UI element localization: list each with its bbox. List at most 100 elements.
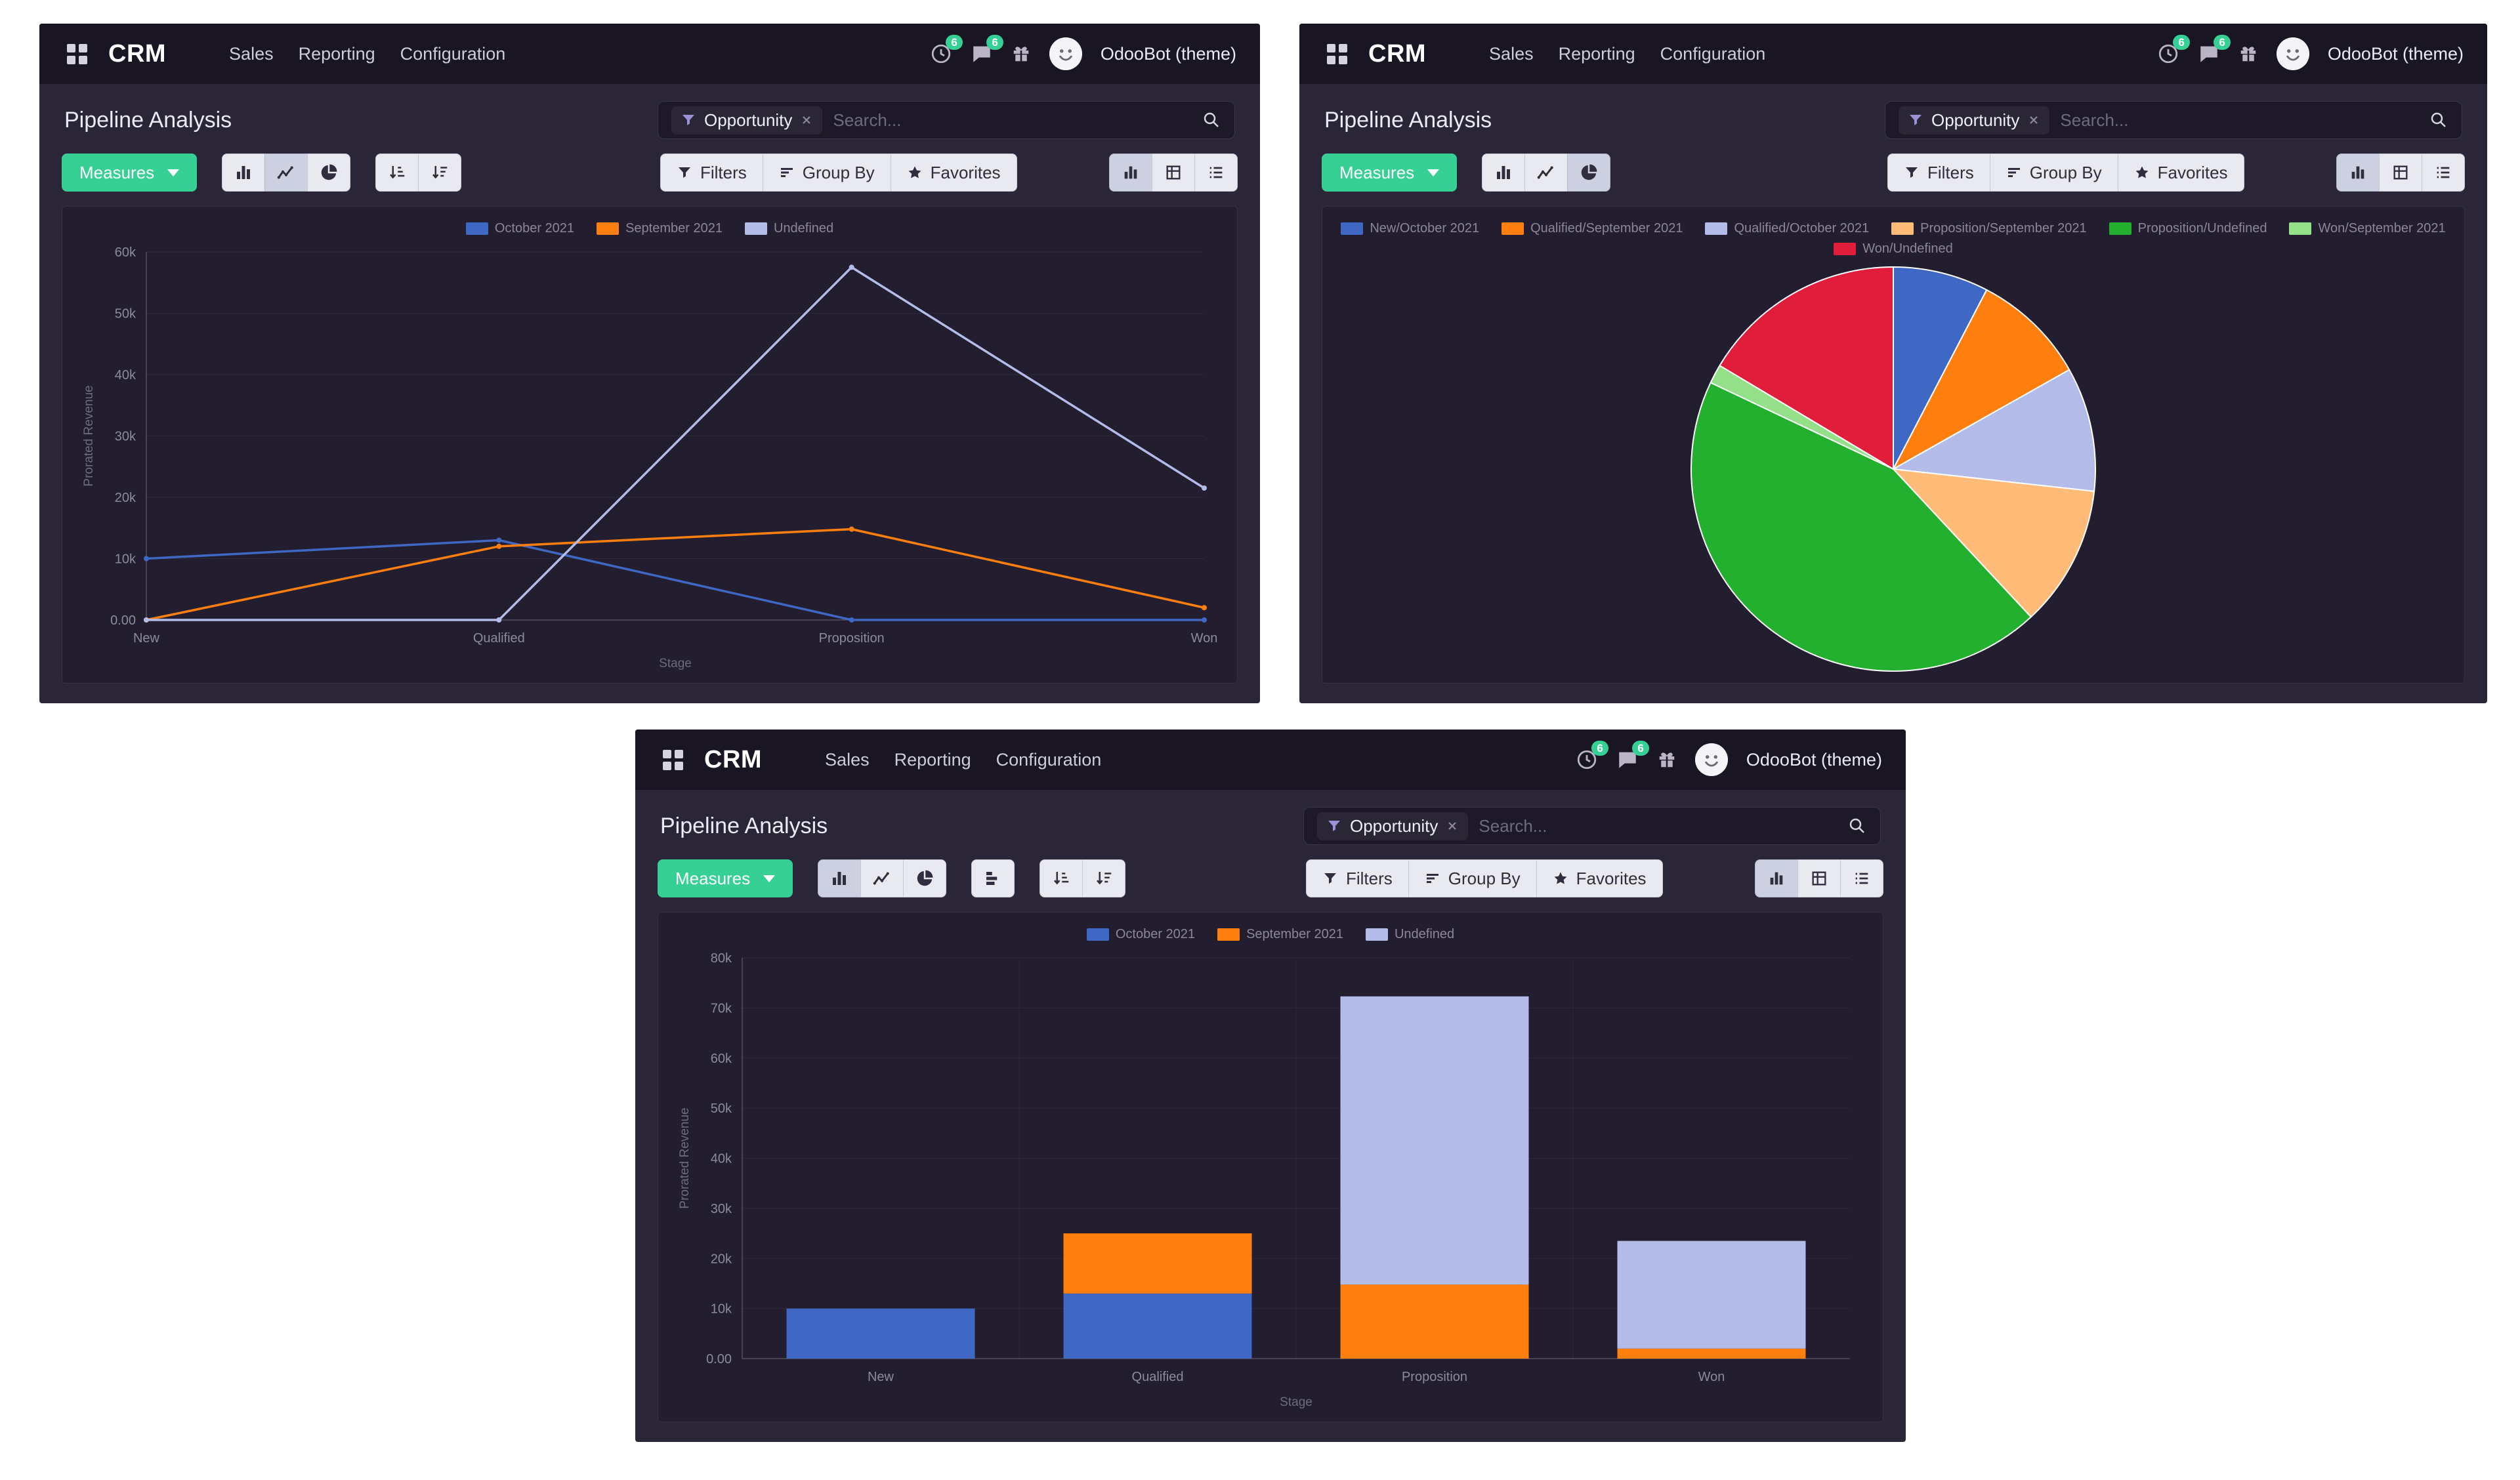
view-list-button[interactable] xyxy=(1840,859,1883,897)
sort-asc-button[interactable] xyxy=(1040,859,1083,897)
legend-item[interactable]: Won/Undefined xyxy=(1834,241,1953,257)
legend-item[interactable]: Qualified/October 2021 xyxy=(1705,221,1869,236)
view-graph-button[interactable] xyxy=(1109,154,1152,192)
bar-chart-button[interactable] xyxy=(818,859,862,897)
legend-item[interactable]: Proposition/Undefined xyxy=(2109,221,2267,236)
view-graph-button[interactable] xyxy=(2336,154,2380,192)
groupby-button[interactable]: Group By xyxy=(1989,154,2118,192)
legend-swatch xyxy=(1086,928,1109,941)
view-pivot-button[interactable] xyxy=(2379,154,2422,192)
stacked-button[interactable] xyxy=(971,859,1015,897)
sort-asc-button[interactable] xyxy=(375,154,419,192)
pivot-view-icon xyxy=(1812,871,1826,886)
favorites-button[interactable]: Favorites xyxy=(1536,859,1663,897)
messages-button[interactable]: 6 xyxy=(2198,35,2231,65)
user-avatar[interactable] xyxy=(1694,743,1728,776)
measures-button[interactable]: Measures xyxy=(62,154,198,192)
activities-button[interactable]: 6 xyxy=(1576,741,1608,771)
user-name[interactable]: OdooBot (theme) xyxy=(1746,749,1882,770)
search-bar[interactable]: Opportunity Search... xyxy=(1303,807,1881,845)
filters-button[interactable]: Filters xyxy=(1887,154,1990,192)
legend-item[interactable]: Proposition/September 2021 xyxy=(1891,221,2087,236)
line-chart-button[interactable] xyxy=(860,859,904,897)
search-facet[interactable]: Opportunity xyxy=(1317,812,1469,840)
menu-reporting[interactable]: Reporting xyxy=(894,749,971,770)
activities-button[interactable]: 6 xyxy=(2157,35,2190,65)
filters-button[interactable]: Filters xyxy=(1306,859,1409,897)
search-input[interactable]: Search... xyxy=(1479,815,1547,836)
facet-remove-icon[interactable] xyxy=(1446,819,1459,832)
favorites-button[interactable]: Favorites xyxy=(2117,154,2244,192)
apps-menu-button[interactable] xyxy=(63,40,91,68)
user-avatar[interactable] xyxy=(2276,37,2309,70)
menu-sales[interactable]: Sales xyxy=(229,43,274,64)
gift-button[interactable] xyxy=(1657,750,1677,770)
messages-button[interactable]: 6 xyxy=(1616,741,1649,771)
legend-item[interactable]: October 2021 xyxy=(1086,927,1195,942)
facet-remove-icon[interactable] xyxy=(800,113,813,127)
menu-configuration[interactable]: Configuration xyxy=(1660,43,1766,64)
menu-sales[interactable]: Sales xyxy=(825,749,870,770)
bar-chart-button[interactable] xyxy=(222,154,266,192)
menu-reporting[interactable]: Reporting xyxy=(298,43,375,64)
app-name[interactable]: CRM xyxy=(704,745,763,773)
user-avatar[interactable] xyxy=(1049,37,1082,70)
facet-remove-icon[interactable] xyxy=(2027,113,2040,127)
search-icon[interactable] xyxy=(1202,110,1221,130)
search-bar[interactable]: Opportunity Search... xyxy=(1885,101,2462,139)
sort-desc-button[interactable] xyxy=(418,154,462,192)
view-pivot-button[interactable] xyxy=(1797,859,1841,897)
menu-configuration[interactable]: Configuration xyxy=(996,749,1102,770)
gift-button[interactable] xyxy=(1011,44,1031,64)
gift-button[interactable] xyxy=(2238,44,2258,64)
search-input[interactable]: Search... xyxy=(833,110,902,130)
search-icon[interactable] xyxy=(1847,816,1867,836)
apps-menu-button[interactable] xyxy=(1323,40,1351,68)
app-name[interactable]: CRM xyxy=(108,39,167,68)
view-list-button[interactable] xyxy=(1194,154,1238,192)
legend-item[interactable]: Won/September 2021 xyxy=(2289,221,2446,236)
search-facet[interactable]: Opportunity xyxy=(1899,106,2050,134)
measures-button[interactable]: Measures xyxy=(1322,154,1458,192)
legend-swatch xyxy=(465,222,488,235)
apps-menu-button[interactable] xyxy=(659,746,687,774)
search-icon[interactable] xyxy=(2429,110,2448,130)
measures-button[interactable]: Measures xyxy=(658,859,793,897)
messages-button[interactable]: 6 xyxy=(971,35,1003,65)
group-by-icon xyxy=(2007,168,2020,177)
pie-chart-button[interactable] xyxy=(307,154,351,192)
line-point xyxy=(849,526,854,532)
menu-sales[interactable]: Sales xyxy=(1489,43,1534,64)
pie-chart-button[interactable] xyxy=(903,859,947,897)
favorites-button[interactable]: Favorites xyxy=(890,154,1017,192)
line-chart-button[interactable] xyxy=(264,154,308,192)
view-list-button[interactable] xyxy=(2422,154,2465,192)
legend-item[interactable]: Undefined xyxy=(744,221,833,236)
pie-chart-button[interactable] xyxy=(1567,154,1611,192)
app-name[interactable]: CRM xyxy=(1368,39,1427,68)
legend-item[interactable]: New/October 2021 xyxy=(1341,221,1479,236)
legend-item[interactable]: Qualified/September 2021 xyxy=(1502,221,1683,236)
view-graph-button[interactable] xyxy=(1755,859,1798,897)
bar-chart-button[interactable] xyxy=(1482,154,1526,192)
view-pivot-button[interactable] xyxy=(1152,154,1195,192)
legend-item[interactable]: Undefined xyxy=(1365,927,1454,942)
groupby-button[interactable]: Group By xyxy=(762,154,891,192)
user-name[interactable]: OdooBot (theme) xyxy=(1100,43,1236,64)
sort-desc-button[interactable] xyxy=(1082,859,1126,897)
view-body: Pipeline Analysis Opportunity Search... xyxy=(1299,84,2487,703)
activities-button[interactable]: 6 xyxy=(930,35,963,65)
legend-item[interactable]: October 2021 xyxy=(465,221,574,236)
chart-type-group xyxy=(818,859,947,897)
menu-configuration[interactable]: Configuration xyxy=(400,43,506,64)
filters-button[interactable]: Filters xyxy=(660,154,763,192)
legend-item[interactable]: September 2021 xyxy=(1217,927,1343,942)
groupby-button[interactable]: Group By xyxy=(1408,859,1537,897)
search-input[interactable]: Search... xyxy=(2060,110,2129,130)
menu-reporting[interactable]: Reporting xyxy=(1558,43,1635,64)
search-facet[interactable]: Opportunity xyxy=(671,106,823,134)
search-bar[interactable]: Opportunity Search... xyxy=(658,101,1235,139)
line-chart-button[interactable] xyxy=(1524,154,1568,192)
legend-item[interactable]: September 2021 xyxy=(597,221,723,236)
user-name[interactable]: OdooBot (theme) xyxy=(2327,43,2464,64)
